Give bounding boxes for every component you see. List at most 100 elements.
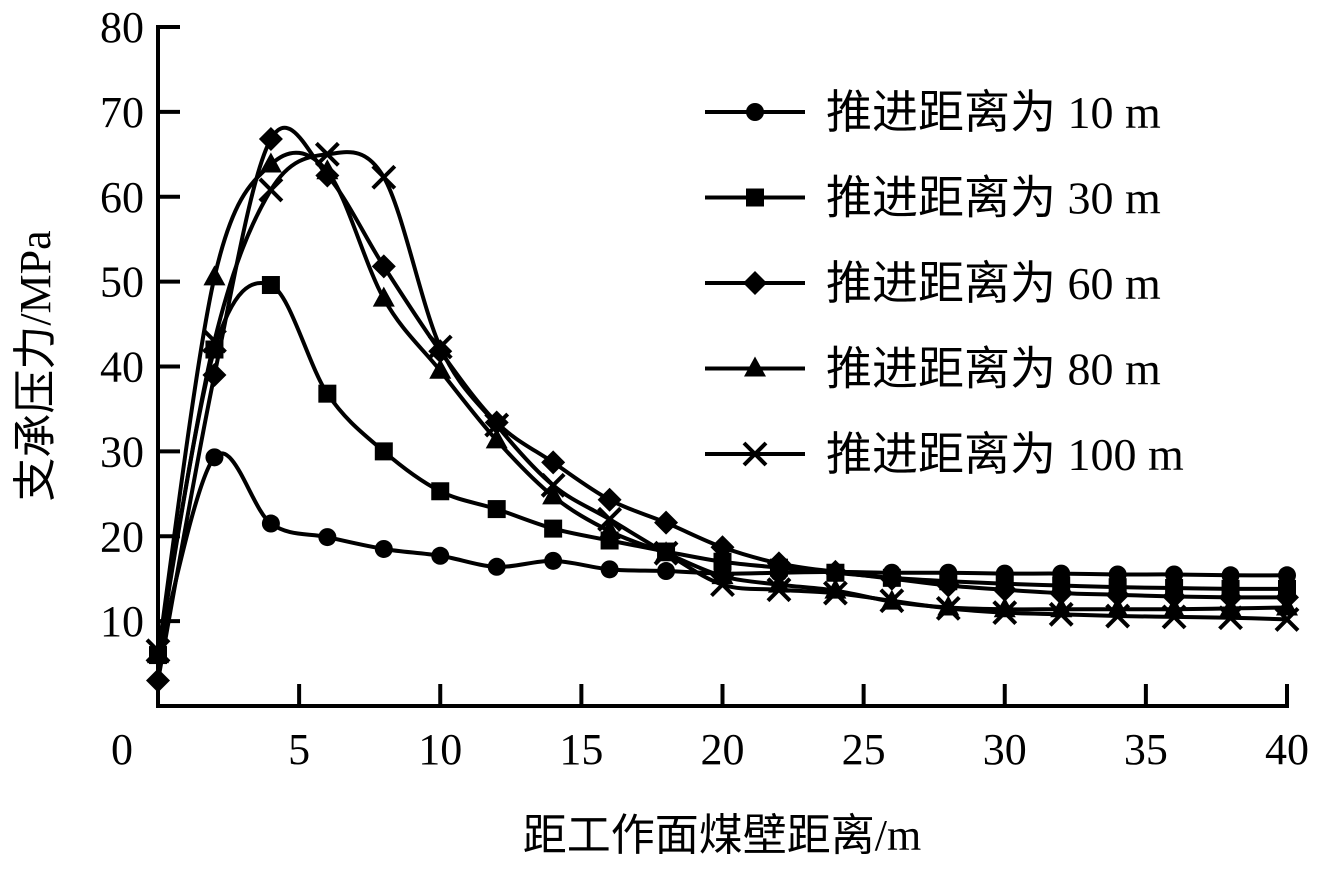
x-tick-label: 15 [559, 725, 603, 774]
circle-marker [600, 560, 619, 579]
cross-marker [145, 638, 171, 664]
circle-marker [746, 103, 764, 121]
cross-marker [1105, 603, 1131, 629]
diamond-marker [258, 127, 283, 152]
legend-label: 推进距离为 30 m [826, 173, 1161, 224]
square-marker [544, 519, 563, 538]
legend-label: 推进距离为 100 m [826, 429, 1184, 480]
legend-item: 推进距离为 100 m [705, 429, 1184, 480]
triangle-marker [1276, 595, 1298, 616]
diamond-marker [710, 535, 735, 560]
y-tick-label: 60 [100, 173, 144, 222]
x-tick-label: 30 [983, 725, 1027, 774]
triangle-marker [485, 428, 508, 449]
legend-item: 推进距离为 60 m [705, 258, 1161, 309]
cross-marker [484, 412, 510, 438]
diamond-marker [823, 559, 848, 584]
triangle-marker [316, 159, 339, 180]
y-tick-label: 10 [100, 597, 144, 646]
diamond-marker [541, 450, 566, 475]
legend-item: 推进距离为 10 m [705, 87, 1161, 138]
triangle-marker [259, 152, 282, 173]
cross-marker [1161, 604, 1187, 630]
cross-marker [371, 164, 397, 190]
legend-item: 推进距离为 30 m [705, 173, 1161, 224]
cross-marker [202, 328, 227, 354]
diamond-marker [766, 551, 791, 576]
triangle-marker [598, 519, 621, 540]
circle-marker [431, 546, 450, 565]
circle-marker [657, 562, 676, 581]
cross-marker [992, 600, 1018, 626]
square-marker [318, 384, 337, 403]
legend-label: 推进距离为 10 m [826, 87, 1161, 138]
legend: 推进距离为 10 m 推进距离为 30 m 推进距离为 60 m 推进距离为 80 m… [705, 87, 1184, 480]
triangle-marker [744, 356, 766, 377]
square-marker [431, 482, 450, 501]
legend-item: 推进距离为 80 m [705, 344, 1161, 395]
triangle-marker [429, 358, 452, 379]
series-line [156, 150, 1288, 656]
triangle-marker [542, 484, 565, 505]
diamond-marker [654, 510, 679, 535]
y-axis-label: 支承压力/MPa [11, 230, 60, 501]
diamond-marker [992, 577, 1017, 602]
y-tick-label: 30 [100, 427, 144, 476]
axes: 10 20 30 40 50 60 70 80 0 5 10 15 20 25 30 35 40 [100, 3, 1309, 774]
y-tick-label: 20 [100, 512, 144, 561]
cross-marker [427, 334, 453, 360]
cross-marker [540, 472, 566, 498]
square-marker [713, 552, 732, 571]
y-tick-label: 80 [100, 3, 144, 52]
plot-area [145, 125, 1300, 693]
cross-marker [822, 580, 848, 606]
x-tick-label: 10 [418, 725, 462, 774]
circle-marker [1221, 566, 1240, 585]
x-axis-label: 距工作面煤壁距离/m [523, 811, 921, 860]
legend-label: 推进距离为 60 m [826, 258, 1161, 309]
circle-marker [318, 528, 337, 547]
cross-marker [653, 540, 679, 566]
cross-marker [258, 177, 284, 203]
square-marker [261, 276, 280, 295]
y-tick-label: 40 [100, 343, 144, 392]
x-tick-label: 0 [111, 725, 133, 774]
triangle-marker [372, 286, 395, 307]
diamond-marker [371, 254, 396, 279]
series-line [156, 451, 1288, 656]
y-tick-label: 50 [100, 258, 144, 307]
x-tick-label: 35 [1124, 725, 1168, 774]
circle-marker [487, 557, 506, 576]
diamond-marker [1105, 582, 1130, 607]
diamond-marker [879, 566, 904, 591]
x-tick-label: 25 [842, 725, 886, 774]
series-cross [145, 141, 1300, 664]
cross-marker [1274, 607, 1300, 632]
diamond-marker [743, 271, 767, 295]
cross-marker [1218, 605, 1243, 631]
cross-marker [766, 577, 792, 603]
cross-marker [710, 572, 735, 598]
diamond-marker [597, 487, 622, 512]
x-tick-label: 20 [701, 725, 745, 774]
circle-marker [205, 448, 224, 467]
square-marker [746, 188, 764, 207]
cross-marker [1048, 601, 1074, 627]
diamond-marker [936, 573, 961, 598]
series-line [156, 150, 1288, 652]
circle-marker [1278, 566, 1296, 585]
diamond-marker [146, 668, 170, 693]
legend-label: 推进距离为 80 m [826, 344, 1161, 395]
triangle-marker [203, 265, 226, 286]
x-tick-label: 5 [288, 725, 310, 774]
x-tick-label: 40 [1265, 725, 1309, 774]
circle-marker [544, 551, 563, 570]
square-marker [487, 500, 506, 519]
cross-marker [597, 506, 623, 532]
y-tick-label: 70 [100, 88, 144, 137]
diamond-marker [1049, 581, 1074, 606]
cross-marker [935, 595, 961, 621]
cross-marker [742, 441, 768, 467]
circle-marker [261, 514, 280, 533]
